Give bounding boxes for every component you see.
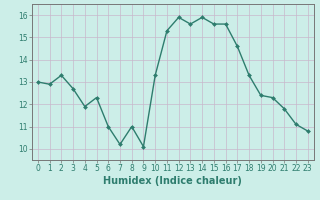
X-axis label: Humidex (Indice chaleur): Humidex (Indice chaleur) [103, 176, 242, 186]
